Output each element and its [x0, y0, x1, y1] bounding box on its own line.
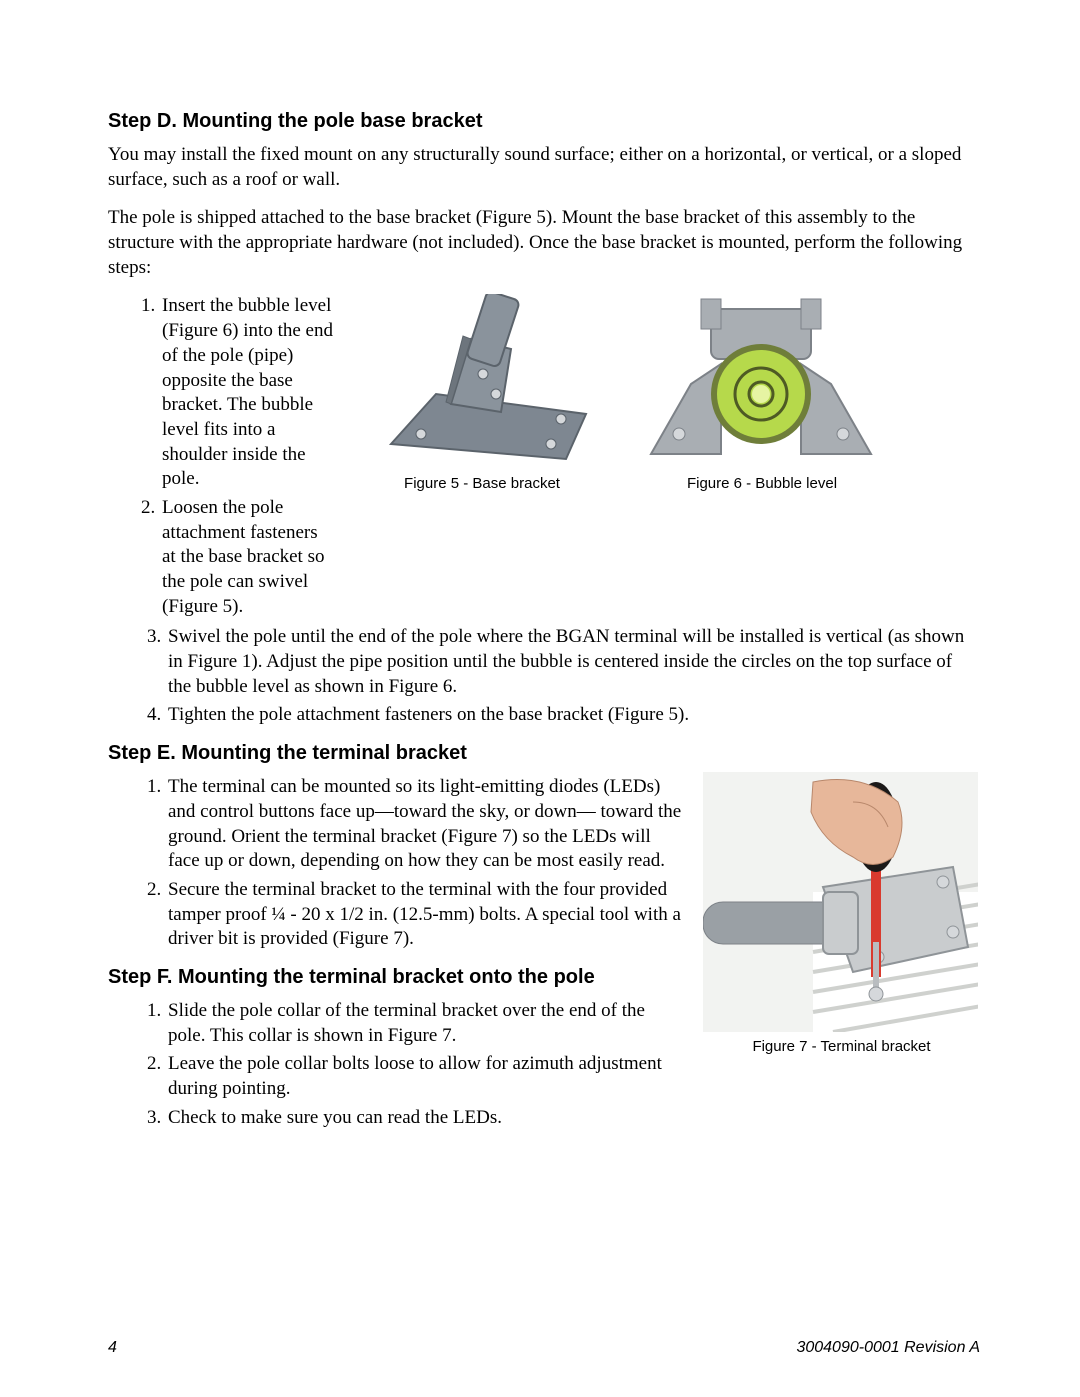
figure-5-image — [351, 294, 613, 469]
figure-6-image — [631, 294, 893, 469]
figure-7-caption: Figure 7 - Terminal bracket — [703, 1038, 980, 1055]
step-e-heading: Step E. Mounting the terminal bracket — [108, 742, 980, 765]
document-id: 3004090-0001 Revision A — [796, 1339, 980, 1357]
step-d-list-item: Loosen the pole attachment fasteners at … — [160, 496, 333, 619]
step-d-paragraph-2: The pole is shipped attached to the base… — [108, 206, 980, 280]
step-f-list-item: Check to make sure you can read the LEDs… — [166, 1106, 980, 1131]
step-f-list-item: Leave the pole collar bolts loose to all… — [166, 1052, 980, 1101]
page-number: 4 — [108, 1339, 117, 1357]
figure-7-image — [703, 772, 980, 1032]
step-d-paragraph-1: You may install the fixed mount on any s… — [108, 143, 980, 192]
step-d-list-item: Swivel the pole until the end of the pol… — [166, 625, 980, 699]
figure-5-caption: Figure 5 - Base bracket — [351, 475, 613, 492]
step-d-heading: Step D. Mounting the pole base bracket — [108, 110, 980, 133]
step-d-list-item: Tighten the pole attachment fasteners on… — [166, 703, 980, 728]
step-d-list-item: Insert the bubble level (Figure 6) into … — [160, 294, 333, 492]
figure-6-caption: Figure 6 - Bubble level — [631, 475, 893, 492]
